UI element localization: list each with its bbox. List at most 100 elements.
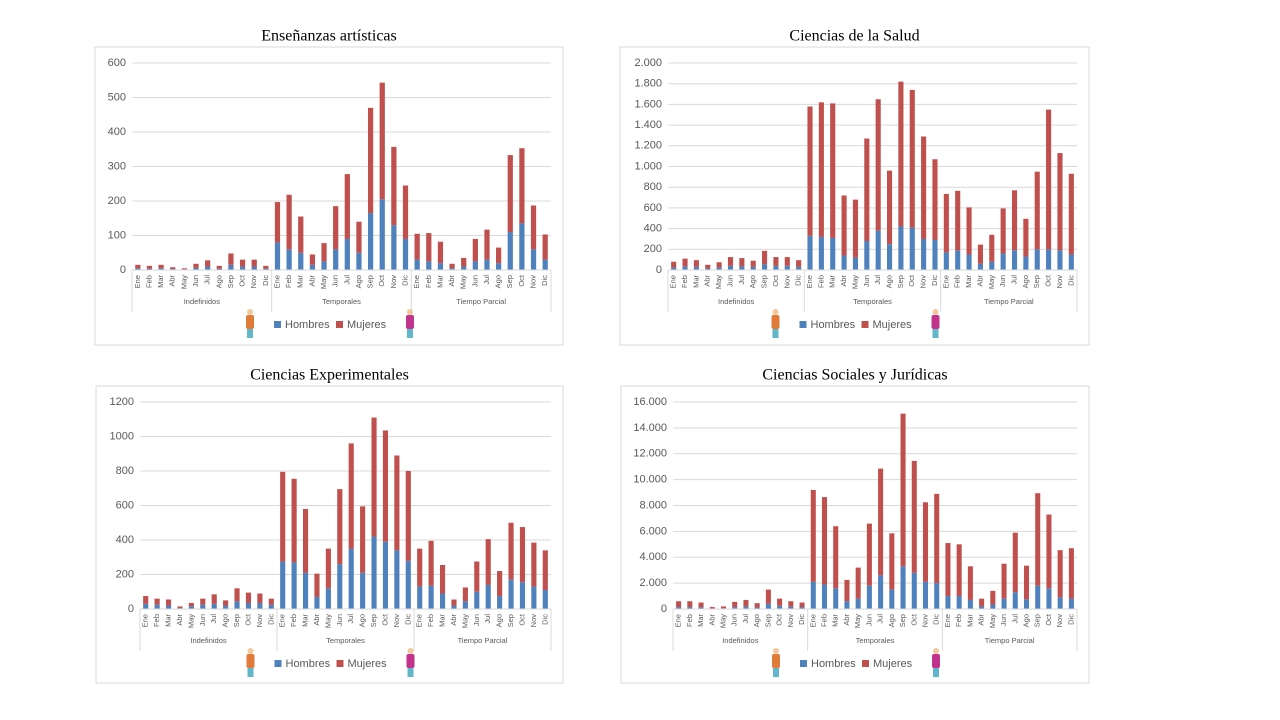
bar-segment [866,523,872,586]
bar-segment [356,221,362,253]
x-tick-label: Jun [864,614,873,626]
figure-icon-head [247,309,253,315]
x-tick-label: Jun [472,614,481,626]
x-tick-label: Nov [249,275,258,289]
bar-segment [426,261,432,270]
bar-segment [762,250,768,265]
bar-segment [830,103,836,238]
bar-segment [1034,171,1040,250]
bar-segment [542,259,548,270]
x-tick-label: Nov [920,614,929,628]
bar-segment [280,561,286,609]
y-tick-label: 0 [120,264,126,276]
x-tick-label: Jun [331,275,340,287]
chart-frame [620,385,1090,684]
bar-segment [251,266,257,270]
bar-segment [732,601,738,608]
bar-segment [955,190,961,251]
bar-segment [687,607,693,609]
x-tick-label: Ago [748,275,757,288]
x-tick-label: Mar [691,275,700,288]
bar-segment [977,244,983,264]
bar-segment [519,148,525,224]
bar-segment [799,607,805,609]
x-tick-label: Jul [346,614,355,624]
x-tick-label: Abr [975,274,984,286]
x-tick-label: Nov [529,275,538,289]
y-tick-label: 1.800 [634,78,662,90]
x-tick-label: Jun [998,275,1007,287]
legend-label: Mujeres [873,319,913,331]
bar-segment [391,146,397,226]
x-tick-label: Ago [885,275,894,288]
x-tick-label: Jul [482,275,491,285]
bar-segment [989,261,995,270]
bar-segment [773,257,779,266]
x-tick-label: Feb [424,275,433,288]
x-tick-label: Abr [168,274,177,286]
bar-segment [154,604,160,609]
x-tick-label: Nov [1055,275,1064,289]
bar-segment [367,213,374,270]
figure-icon-legs [932,329,939,338]
bar-segment [777,598,783,606]
bar-segment [286,249,292,270]
bar-segment [474,591,480,609]
group-label: Tiempo Parcial [984,297,1034,306]
bar-segment [1023,256,1029,270]
figure-icon-head [407,648,414,654]
bar-segment [437,263,444,270]
bar-segment [507,232,513,270]
x-tick-label: Abr [307,274,316,286]
bar-segment [239,266,246,270]
x-tick-label: Nov [1055,614,1064,628]
bar-segment [818,236,824,270]
y-tick-label: 600 [644,202,662,214]
x-tick-label: May [853,614,862,628]
x-tick-label: Ene [674,614,683,627]
x-tick-label: Oct [380,613,389,626]
y-tick-label: 1.000 [634,160,662,172]
x-tick-label: Feb [819,614,828,627]
bar-segment [274,202,281,243]
x-tick-label: Feb [953,275,962,288]
bar-segment [921,136,927,239]
figure-icon-head [932,309,939,315]
y-tick-label: 600 [108,57,126,69]
figure-icon-legs [407,668,414,677]
bar-segment [1011,250,1018,270]
bar-segment [898,226,904,270]
bar-segment [784,257,790,266]
x-tick-label: Dic [403,614,412,625]
figure-icon-body [771,315,780,329]
bar-segment [356,252,362,270]
bar-segment [1057,550,1063,598]
x-tick-label: Abr [842,613,851,625]
y-tick-label: 12.000 [633,448,667,460]
bar-segment [449,268,455,270]
x-tick-label: Sep [760,275,769,288]
x-tick-label: Ago [214,275,223,288]
bar-segment [234,588,240,602]
bar-segment [371,536,377,609]
bar-segment [765,589,771,604]
bar-segment [228,264,234,270]
y-tick-label: 8.000 [639,499,667,511]
x-tick-label: Sep [366,275,375,288]
bar-segment [158,268,164,270]
bar-segment [1035,585,1041,609]
bar-segment [864,138,870,242]
legend-swatch [274,321,281,328]
bar-segment [989,234,995,262]
bar-segment [402,185,409,239]
group-label: Tiempo Parcial [456,297,506,306]
bar-segment [177,606,183,609]
bar-segment [257,593,263,603]
bar-segment [344,238,350,270]
bar-segment [216,265,222,269]
bar-segment [414,259,420,270]
figure-icon-legs [933,668,939,677]
bar-segment [693,266,699,270]
bar-segment [542,590,548,609]
x-tick-label: Feb [954,614,963,627]
